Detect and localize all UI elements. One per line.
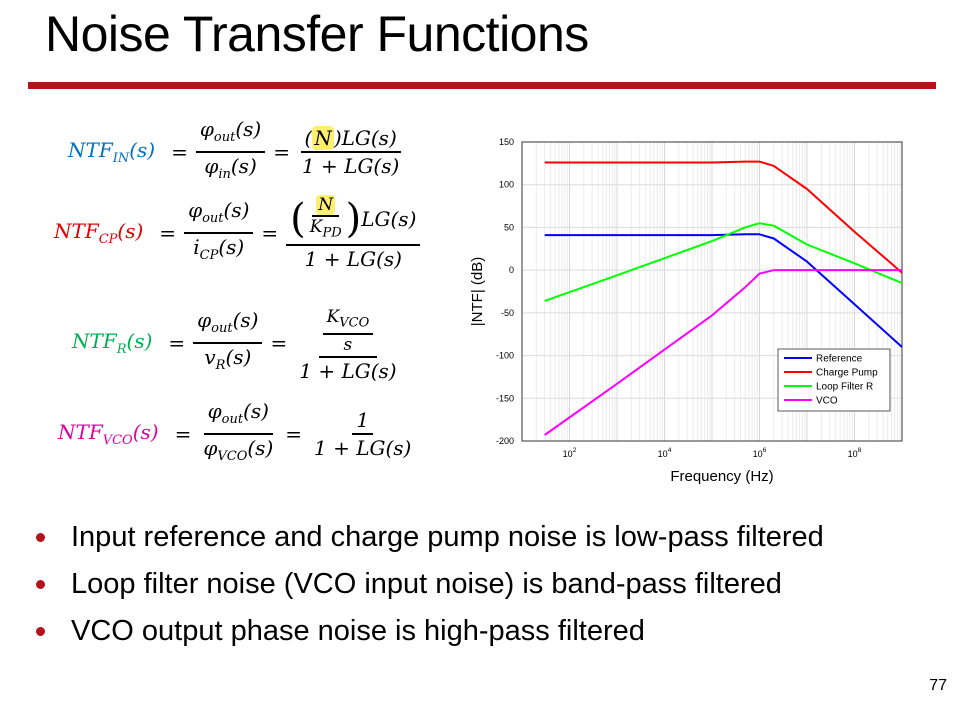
y-tick-label: 50 xyxy=(504,222,514,232)
slide-title: Noise Transfer Functions xyxy=(45,6,589,62)
x-tick-label: 102 xyxy=(563,447,577,459)
ntf-vco-closed-loop: 1 1 + LG(s) xyxy=(314,408,412,460)
bullet-item: VCO output phase noise is high-pass filt… xyxy=(36,608,824,655)
plot-border xyxy=(521,141,903,442)
y-tick-label: 150 xyxy=(499,137,514,147)
series-line-reference xyxy=(544,233,903,348)
legend-label: Reference xyxy=(816,354,863,365)
ntf-magnitude-chart: 150 100 50 0 -50 -100 -150 -200 102 104 106 108 Freq… xyxy=(469,137,903,485)
legend-label: Loop Filter R xyxy=(816,382,873,393)
ntf-in-ratio: φout(s) φin(s) xyxy=(195,116,266,188)
x-tick-label: 104 xyxy=(658,447,672,459)
ntf-vco-ratio: φout(s) φVCO(s) xyxy=(203,399,274,464)
y-tick-label: -150 xyxy=(496,393,514,403)
ntf-r-lhs: NTFR(s) xyxy=(72,329,153,358)
x-tick-label: 108 xyxy=(848,447,862,459)
y-axis-label: |NTF| (dB) xyxy=(469,257,486,326)
ntf-vco-lhs: NTFVCO(s) xyxy=(58,420,159,448)
page-number: 77 xyxy=(929,677,947,694)
ntf-cp-lhs: NTFCP(s) xyxy=(54,219,144,248)
y-tick-label: 0 xyxy=(509,265,514,275)
bullet-list: Input reference and charge pump noise is… xyxy=(36,514,824,655)
x-tick-label: 106 xyxy=(753,447,767,459)
y-tick-label: 100 xyxy=(499,180,514,190)
equation-ntf-cp: NTFCP(s) = φout(s) iCP(s) = ( N KPD ) LG… xyxy=(54,194,421,272)
bullet-dot xyxy=(36,580,45,589)
bullet-dot xyxy=(36,533,45,542)
bullet-item: Loop filter noise (VCO input noise) is b… xyxy=(36,561,824,608)
bullet-item: Input reference and charge pump noise is… xyxy=(36,514,824,561)
legend-label: Charge Pump xyxy=(816,368,878,379)
series-line-charge-pump xyxy=(544,160,903,274)
y-tick-label: -200 xyxy=(496,436,514,446)
bullet-dot xyxy=(36,627,45,636)
ntf-in-closed-loop: (N)LG(s) 1 + LG(s) xyxy=(300,126,401,178)
ntf-cp-closed-loop: ( N KPD ) LG(s) 1 + LG(s) xyxy=(286,194,421,272)
series-line-vco xyxy=(544,269,902,436)
y-tick-label: -100 xyxy=(496,351,514,361)
ntf-r-closed-loop: KVCO s 1 + LG(s) xyxy=(295,302,400,384)
series-line-loop-filter-r xyxy=(544,222,903,302)
equation-ntf-vco: NTFVCO(s) = φout(s) φVCO(s) = 1 1 + LG(s… xyxy=(58,398,415,470)
equation-ntf-in: NTFIN(s) = φout(s) φin(s) = (N)LG(s) 1 +… xyxy=(68,116,403,188)
ntf-cp-ratio: φout(s) iCP(s) xyxy=(184,197,254,269)
ntf-in-lhs: NTFIN(s) xyxy=(68,138,156,166)
x-axis-label: Frequency (Hz) xyxy=(670,468,773,485)
ntf-r-ratio: φout(s) vR(s) xyxy=(193,307,263,379)
legend-label: VCO xyxy=(816,396,838,407)
title-divider xyxy=(28,82,936,89)
equation-ntf-r: NTFR(s) = φout(s) vR(s) = KVCO s 1 + LG(… xyxy=(72,302,401,384)
y-tick-label: -50 xyxy=(501,308,514,318)
